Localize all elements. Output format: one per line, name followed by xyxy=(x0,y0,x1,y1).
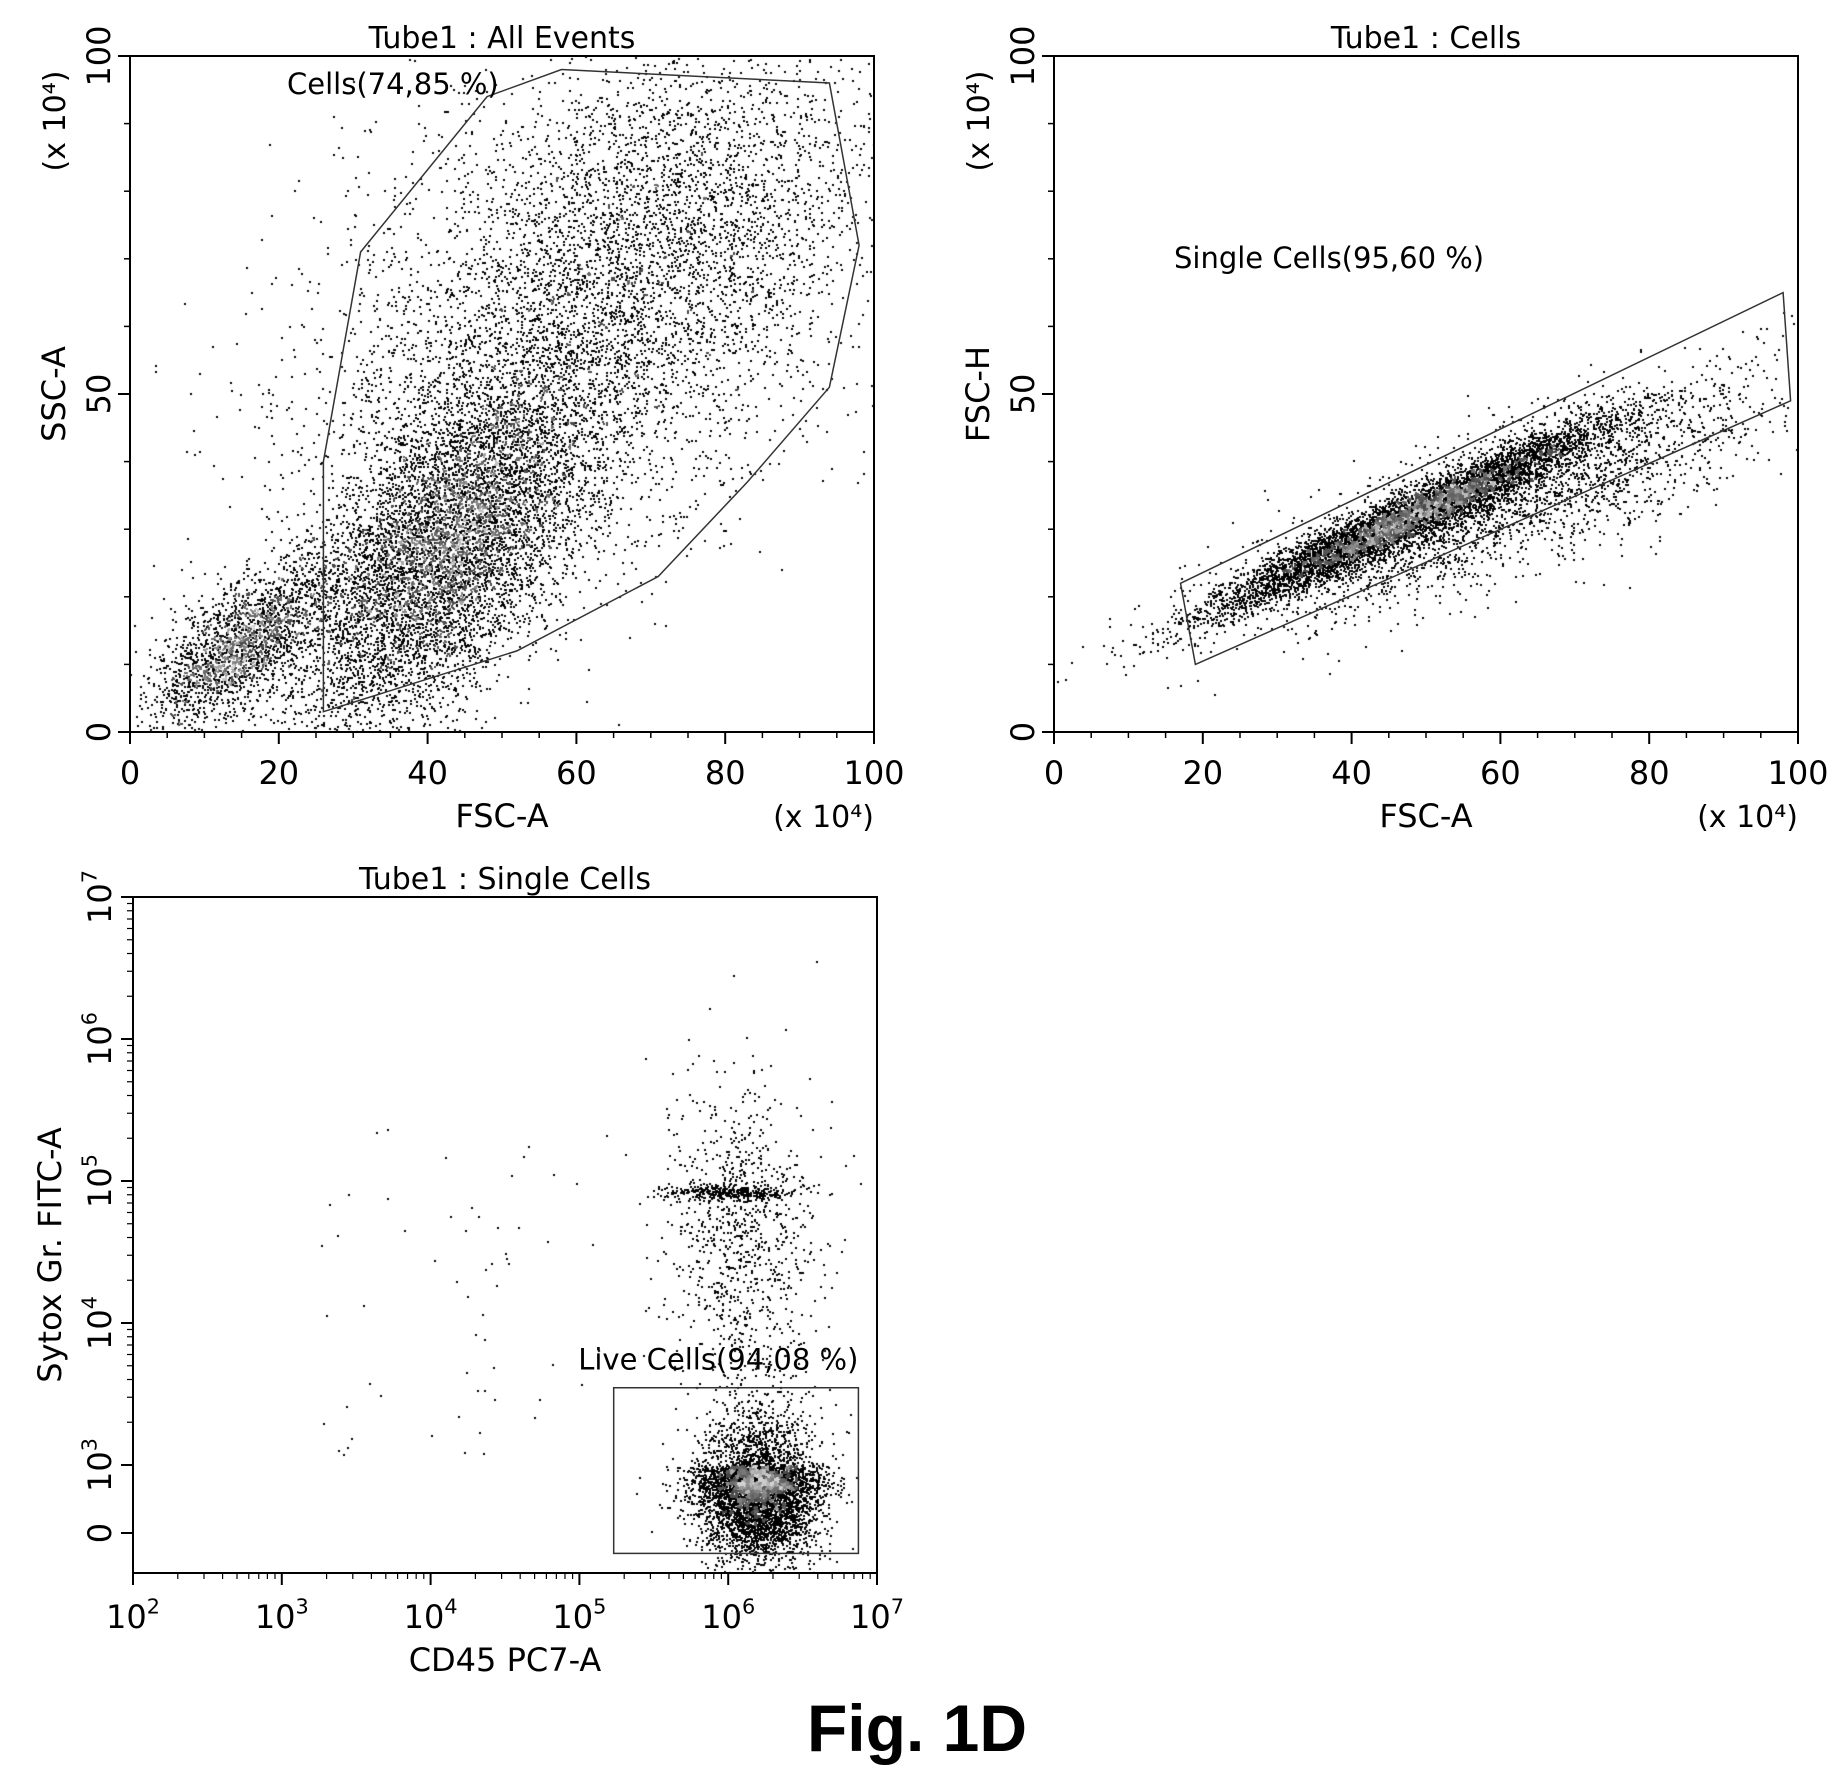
y-tick-label: 0 xyxy=(81,1523,119,1543)
y-tick-label: 0 xyxy=(1004,722,1042,742)
x-tick-label: 104 xyxy=(404,1595,458,1636)
x-tick-label: 80 xyxy=(705,754,746,792)
x-axis-unit: (x 10⁴) xyxy=(773,800,874,835)
x-tick-label: 40 xyxy=(1331,754,1372,792)
y-tick-label: 0 xyxy=(80,722,118,742)
chart-panel-2: Single Cells(95,60 %) 0 20 40 60 80 100 0 50 100 T… xyxy=(959,21,1829,835)
y-axis-label: SSC-A xyxy=(35,346,73,442)
chart-panel-3: Live Cells(94,08 %) 102 103 104 105 106 107 0 10… xyxy=(31,862,904,1679)
x-tick-label: 107 xyxy=(850,1595,904,1636)
density-dots xyxy=(133,897,877,1573)
gate-label: Cells(74,85 %) xyxy=(287,67,499,101)
x-tick-label: 105 xyxy=(552,1595,606,1636)
gate-label: Live Cells(94,08 %) xyxy=(578,1343,858,1377)
chart-panel-1: Cells(74,85 %) 0 20 40 60 80 100 0 50 100 Tube1 : … xyxy=(35,21,905,835)
density-dots xyxy=(1054,56,1798,732)
y-tick-label: 103 xyxy=(78,1438,119,1492)
gate-label: Single Cells(95,60 %) xyxy=(1174,241,1484,275)
y-tick-label: 104 xyxy=(78,1296,119,1350)
x-tick-label: 0 xyxy=(1044,754,1064,792)
x-axis-label: FSC-A xyxy=(455,797,548,835)
x-tick-label: 80 xyxy=(1629,754,1670,792)
y-tick-label: 50 xyxy=(80,374,118,415)
gate-polygon xyxy=(322,68,860,713)
x-tick-label: 102 xyxy=(106,1595,160,1636)
y-tick-label: 106 xyxy=(78,1012,119,1066)
y-axis-label: FSC-H xyxy=(959,346,997,442)
x-tick-label: 106 xyxy=(701,1595,755,1636)
panel-title: Tube1 : All Events xyxy=(368,21,636,56)
y-tick-label: 100 xyxy=(1004,25,1042,86)
x-tick-label: 60 xyxy=(1480,754,1521,792)
y-tick-label: 105 xyxy=(78,1154,119,1208)
x-tick-label: 20 xyxy=(1182,754,1223,792)
gate-polygon xyxy=(1179,291,1792,666)
x-axis-label: CD45 PC7-A xyxy=(409,1641,602,1679)
gate-rectangle xyxy=(612,1386,860,1555)
density-dots xyxy=(130,56,874,732)
x-axis-label: FSC-A xyxy=(1379,797,1472,835)
x-tick-label: 0 xyxy=(120,754,140,792)
x-tick-label: 103 xyxy=(255,1595,309,1636)
x-axis-unit: (x 10⁴) xyxy=(1697,800,1798,835)
panel-title: Tube1 : Cells xyxy=(1330,21,1521,56)
x-tick-label: 20 xyxy=(258,754,299,792)
x-tick-label: 100 xyxy=(843,754,904,792)
figure-caption: Fig. 1D xyxy=(806,1691,1027,1765)
y-axis-unit: (x 10⁴) xyxy=(962,71,997,172)
y-axis-unit: (x 10⁴) xyxy=(38,71,73,172)
flow-cytometry-figure: Cells(74,85 %) 0 20 40 60 80 100 0 50 100 Tube1 : … xyxy=(31,21,1829,1679)
panel-title: Tube1 : Single Cells xyxy=(358,862,651,897)
y-axis-label: Sytox Gr. FITC-A xyxy=(31,1127,69,1383)
y-tick-label: 107 xyxy=(78,870,119,924)
y-tick-label: 50 xyxy=(1004,374,1042,415)
y-tick-label: 100 xyxy=(80,25,118,86)
x-tick-label: 60 xyxy=(556,754,597,792)
x-tick-label: 100 xyxy=(1767,754,1828,792)
x-tick-label: 40 xyxy=(407,754,448,792)
plot-frame xyxy=(132,896,878,1574)
